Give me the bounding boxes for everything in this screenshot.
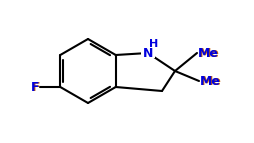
Text: Me: Me [197, 46, 218, 59]
Text: Me: Me [199, 75, 220, 88]
Bar [140, 48, 154, 58]
Text: Me: Me [198, 47, 219, 60]
Text: F: F [31, 81, 40, 94]
Text: F: F [31, 81, 39, 94]
Text: H: H [149, 39, 158, 49]
Text: Me: Me [200, 75, 221, 88]
Text: N: N [142, 46, 153, 59]
